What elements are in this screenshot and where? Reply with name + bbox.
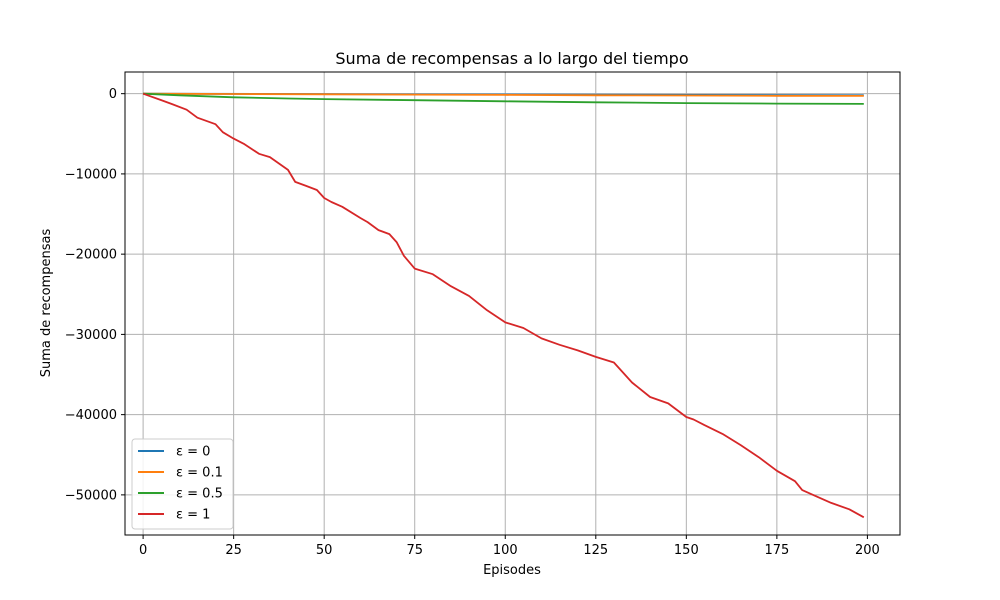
x-tick-label: 0: [139, 543, 147, 558]
y-axis-label: Suma de recompensas: [39, 229, 54, 378]
chart-title: Suma de recompensas a lo largo del tiemp…: [335, 49, 688, 68]
axis-ticks: 0 25 50 75 100 125 150 175 200 0 −10000 −20000 −3000…: [65, 87, 880, 558]
series-lines: [142, 92, 865, 519]
y-tick-label: −10000: [65, 167, 117, 182]
legend-label: ε = 1: [176, 508, 210, 523]
x-tick-label: 100: [493, 543, 518, 558]
legend-label: ε = 0.5: [176, 487, 223, 502]
x-tick-label: 200: [855, 543, 880, 558]
x-tick-label: 50: [316, 543, 333, 558]
series-line-2: [143, 92, 864, 105]
series-line-1: [143, 92, 864, 97]
y-tick-label: −40000: [65, 408, 117, 423]
legend-label: ε = 0: [176, 445, 210, 460]
legend-label: ε = 0.1: [176, 466, 223, 481]
y-tick-label: 0: [109, 87, 117, 102]
x-tick-label: 25: [225, 543, 242, 558]
y-tick-label: −30000: [65, 328, 117, 343]
x-tick-label: 175: [764, 543, 789, 558]
legend-box: [131, 438, 234, 530]
y-tick-label: −20000: [65, 248, 117, 263]
x-axis-label: Episodes: [483, 563, 541, 578]
x-tick-label: 75: [406, 543, 423, 558]
y-tick-label: −50000: [65, 488, 117, 503]
plot-frame: [124, 71, 901, 536]
legend: ε = 0 ε = 0.1 ε = 0.5 ε = 1: [131, 438, 234, 530]
series-line-3: [142, 92, 865, 519]
x-tick-label: 150: [674, 543, 699, 558]
x-tick-label: 125: [583, 543, 608, 558]
